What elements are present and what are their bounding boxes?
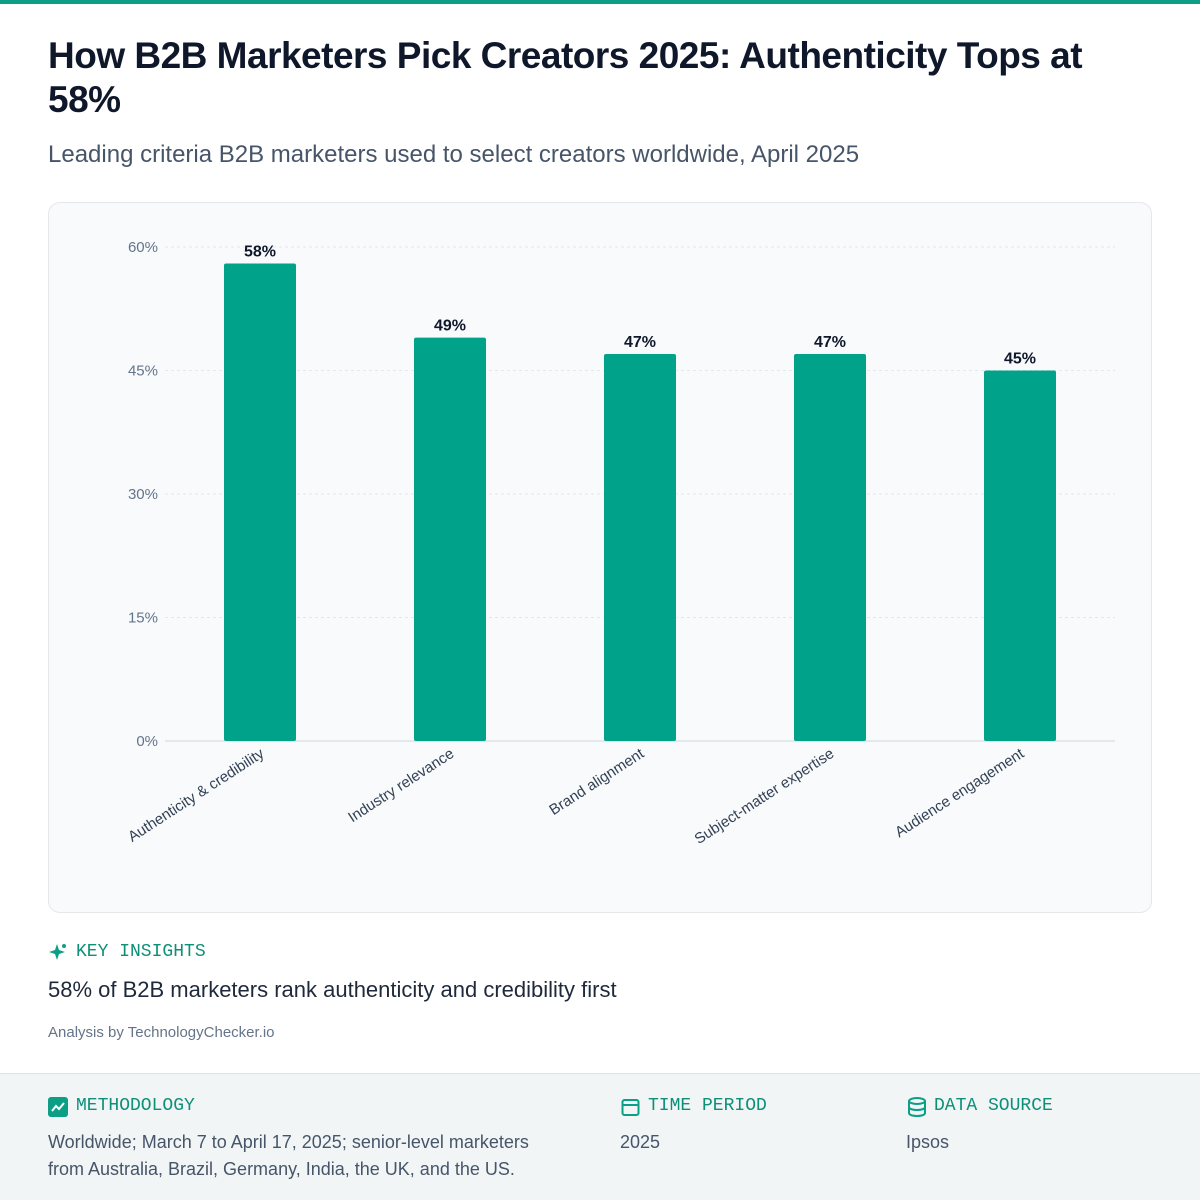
time-period-text: 2025	[620, 1132, 661, 1152]
x-tick-label: Subject-matter expertise	[692, 745, 838, 848]
insights-text: 58% of B2B marketers rank authenticity a…	[48, 977, 617, 1002]
title: How B2B Marketers Pick Creators 2025: Au…	[48, 35, 1083, 120]
y-tick-label: 0%	[136, 733, 158, 750]
bar	[414, 337, 486, 741]
x-tick-label: Audience engagement	[892, 745, 1028, 841]
value-label: 47%	[814, 334, 846, 351]
bar	[984, 370, 1056, 741]
sparkle-icon	[49, 944, 66, 960]
top-bar	[0, 0, 1200, 4]
chart-icon	[48, 1097, 68, 1117]
data-source-text: Ipsos	[906, 1132, 950, 1152]
methodology-text: Worldwide; March 7 to April 17, 2025; se…	[48, 1132, 529, 1179]
methodology-heading: METHODOLOGY	[76, 1096, 195, 1116]
database-icon	[908, 1097, 926, 1117]
footer: METHODOLOGY Worldwide; March 7 to April …	[0, 1073, 1200, 1200]
calendar-icon	[621, 1099, 640, 1116]
time-period-heading: TIME PERIOD	[648, 1096, 767, 1116]
x-tick-label: Authenticity & credibility	[125, 745, 268, 846]
value-label: 45%	[1004, 351, 1036, 368]
bar	[224, 263, 296, 741]
bar	[794, 354, 866, 741]
y-tick-label: 30%	[128, 486, 158, 503]
insights-heading: KEY INSIGHTS	[76, 942, 206, 962]
value-label: 47%	[624, 334, 656, 351]
y-tick-label: 45%	[128, 363, 158, 380]
x-tick-label: Industry relevance	[345, 745, 457, 826]
subtitle: Leading criteria B2B marketers used to s…	[48, 141, 860, 168]
credit: Analysis by TechnologyChecker.io	[48, 1024, 275, 1041]
y-tick-label: 60%	[128, 239, 158, 256]
x-tick-label: Brand alignment	[546, 745, 648, 819]
value-label: 58%	[244, 243, 276, 260]
bar	[604, 354, 676, 741]
value-label: 49%	[434, 318, 466, 335]
y-tick-label: 15%	[128, 610, 158, 627]
data-source-heading: DATA SOURCE	[934, 1096, 1053, 1116]
